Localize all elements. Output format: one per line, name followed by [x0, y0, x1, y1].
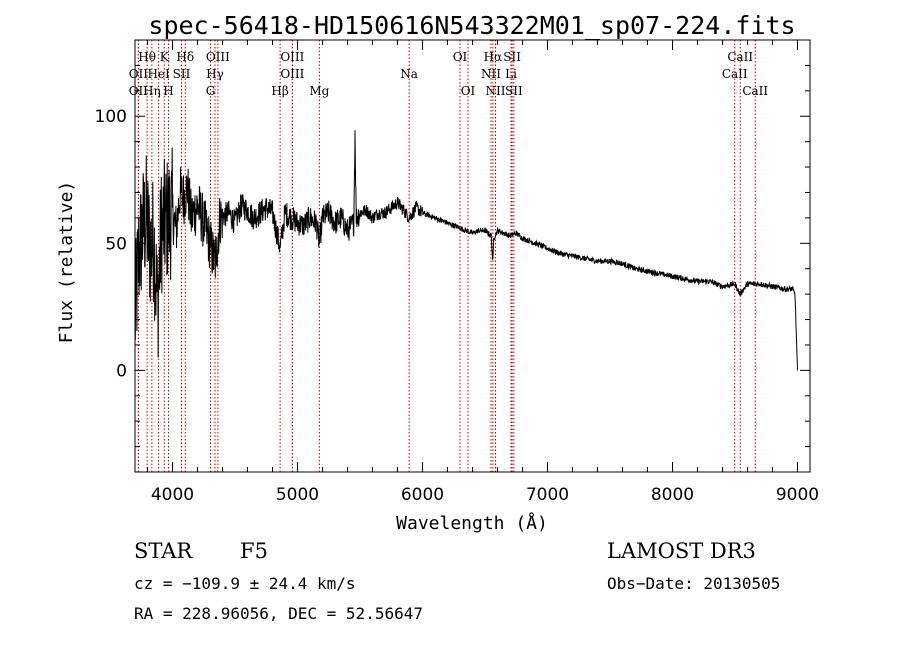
chart-title: spec-56418-HD150616N543322M01_sp07-224.f…: [148, 11, 795, 40]
x-tick-label: 4000: [151, 485, 194, 505]
observation-date: Obs−Date: 20130505: [607, 574, 781, 593]
line-label-hγ: Hγ: [206, 67, 224, 81]
line-label-na: Na: [400, 67, 418, 81]
line-label-k: K: [160, 50, 170, 64]
line-label-li: Li: [505, 67, 517, 81]
line-label-oiii: OIII: [206, 50, 230, 64]
x-axis-ticks: 4000 5000 6000 7000 8000 9000: [147, 40, 819, 505]
line-label-caii: CaII: [722, 67, 748, 81]
spectrum-line: [134, 130, 798, 371]
y-axis-ticks: 0 50 100: [95, 39, 810, 473]
line-label-caii: CaII: [742, 84, 768, 98]
line-label-nii: NII: [486, 84, 506, 98]
line-label-sii: SII: [173, 67, 191, 81]
line-label-hei: HeI: [147, 67, 170, 81]
coordinates: RA = 228.96056, DEC = 52.56647: [134, 604, 423, 623]
y-tick-label: 50: [105, 234, 127, 254]
x-tick-label: 7000: [526, 485, 569, 505]
line-label-hβ: Hβ: [271, 84, 288, 98]
line-label-g: G: [206, 84, 216, 98]
line-label-oii: OII: [129, 67, 149, 81]
line-label-hθ: Hθ: [138, 50, 156, 64]
object-type: STAR: [134, 539, 193, 563]
y-axis-label: Flux (relative): [56, 181, 77, 344]
line-label-h: H: [163, 84, 173, 98]
line-label-sii: SII: [505, 84, 523, 98]
y-tick-label: 0: [116, 361, 127, 381]
y-tick-label: 100: [95, 107, 127, 127]
line-label-nii: NII: [481, 67, 501, 81]
x-tick-label: 8000: [651, 485, 694, 505]
survey-name: LAMOST DR3: [607, 539, 756, 563]
x-tick-label: 6000: [401, 485, 444, 505]
spectral-line-markers: [137, 40, 756, 472]
line-label-hδ: Hδ: [176, 50, 194, 64]
spectral-subclass: F5: [240, 539, 268, 563]
plot-frame: [134, 39, 811, 473]
line-label-hα: Hα: [484, 50, 503, 64]
line-label-oi: OI: [461, 84, 476, 98]
line-label-oi: OI: [453, 50, 468, 64]
line-label-oiii: OIII: [280, 67, 304, 81]
line-label-caii: CaII: [727, 50, 753, 64]
line-label-oiii: OIII: [280, 50, 304, 64]
line-label-mg: Mg: [309, 84, 329, 98]
redshift-velocity: cz = −109.9 ± 24.4 km/s: [134, 574, 356, 593]
line-label-hη: Hη: [143, 84, 161, 98]
x-axis-label: Wavelength (Å): [396, 512, 548, 534]
x-tick-label: 5000: [276, 485, 319, 505]
line-label-sii: SII: [503, 50, 521, 64]
x-tick-label: 9000: [776, 485, 819, 505]
